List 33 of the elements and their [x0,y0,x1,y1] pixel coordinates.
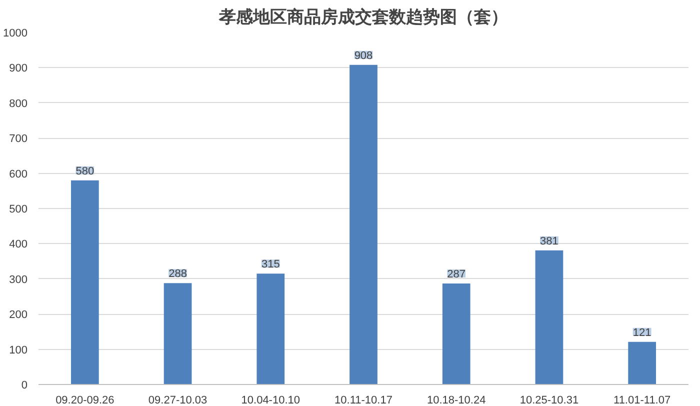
y-tick-label: 0 [21,380,28,392]
bar [164,283,192,384]
y-tick-label: 1000 [3,28,28,40]
y-tick-label: 500 [9,204,28,216]
x-tick-label: 09.20-09.26 [56,394,114,406]
chart-title: 孝感地区商品房成交套数趋势图（套） [218,8,508,28]
bar [256,274,285,384]
data-label: 381 [540,235,558,248]
data-label: 288 [168,268,187,280]
y-tick-label: 900 [9,62,28,75]
x-tick-label: 10.11-10.17 [334,394,392,406]
x-tick-label: 11.01-11.07 [614,394,671,406]
data-label: 287 [447,268,466,280]
y-tick-label: 200 [9,309,28,322]
data-label: 315 [261,258,280,271]
y-tick-label: 700 [9,133,28,146]
y-tick-label: 300 [9,274,28,286]
y-tick-label: 400 [9,238,28,251]
bar [350,64,378,384]
data-label: 908 [354,50,373,62]
x-tick-label: 09.27-10.03 [148,394,208,406]
x-tick-label: 10.04-10.10 [241,394,300,406]
x-tick-label: 10.18-10.24 [427,394,486,406]
data-label: 121 [632,326,652,339]
bar [442,283,470,384]
bar [628,342,656,384]
bar [535,250,564,384]
y-tick-label: 100 [9,344,28,356]
x-tick-label: 10.25-10.31 [520,394,579,406]
y-tick-label: 800 [9,98,28,110]
y-tick-label: 600 [9,168,28,180]
bar [71,180,99,384]
data-label: 580 [76,165,94,178]
